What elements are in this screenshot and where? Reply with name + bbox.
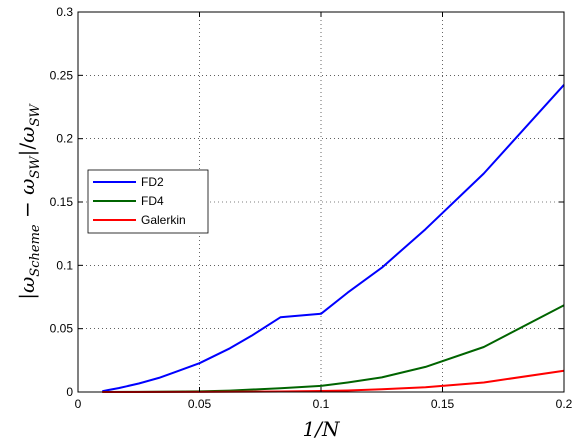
x-tick-label: 0.05	[188, 397, 212, 411]
axis-ticks: 0 0.05 0.1 0.15 0.2 0 0.05 0.1 0.15 0.2 0.25 0.3	[50, 5, 573, 411]
series-line-fd2	[102, 84, 565, 393]
legend: FD2 FD4 Galerkin	[87, 169, 209, 234]
x-tick-label: 0.1	[313, 397, 330, 411]
x-tick-label: 0.15	[431, 397, 455, 411]
x-tick-label: 0.2	[556, 397, 573, 411]
svg-text:|ωScheme − ωSW|/ωSW: |ωScheme − ωSW|/ωSW	[15, 103, 43, 300]
y-tick-label: 0.1	[56, 258, 73, 272]
y-tick-label: 0.2	[56, 132, 73, 146]
y-tick-label: 0	[66, 385, 73, 399]
y-axis-title: |ωScheme − ωSW|/ωSW	[15, 103, 43, 300]
y-tick-label: 0.05	[50, 322, 74, 336]
y-tick-label: 0.3	[56, 5, 73, 19]
legend-label-fd4: FD4	[141, 194, 164, 208]
y-tick-label: 0.25	[50, 68, 74, 82]
y-tick-label: 0.15	[50, 195, 74, 209]
x-axis-title: 1/N	[303, 417, 341, 441]
legend-label-fd2: FD2	[141, 175, 164, 189]
x-tick-label: 0	[75, 397, 82, 411]
legend-label-galerkin: Galerkin	[141, 213, 186, 227]
